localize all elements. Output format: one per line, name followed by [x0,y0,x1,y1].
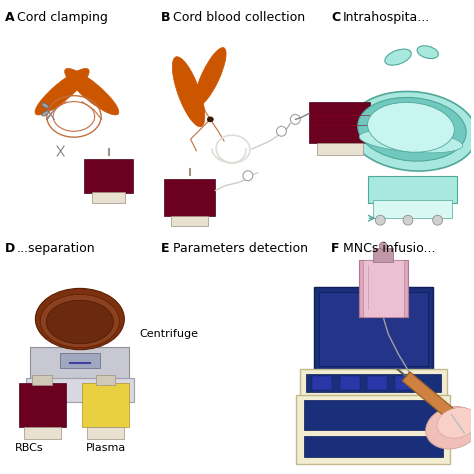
Ellipse shape [385,49,411,65]
Text: Plasma: Plasma [86,443,126,453]
Ellipse shape [437,408,474,438]
Text: RBCs: RBCs [15,443,43,453]
Ellipse shape [359,129,463,153]
Text: Parameters detection: Parameters detection [173,242,308,255]
Bar [84,159,133,192]
Bar [317,143,363,155]
Bar [358,260,408,317]
Bar [304,436,443,457]
Bar [312,376,332,390]
Circle shape [243,171,253,181]
Text: F: F [331,242,339,255]
Ellipse shape [358,98,466,161]
Bar [314,287,433,372]
Bar [87,427,124,438]
Text: ...separation: ...separation [17,242,95,255]
Bar [368,176,457,203]
Text: E: E [161,242,169,255]
Ellipse shape [46,300,113,344]
Bar [60,353,100,368]
Bar [363,260,404,317]
Text: Centrifuge: Centrifuge [139,329,198,339]
Ellipse shape [349,91,474,171]
Bar [164,179,215,216]
Circle shape [291,114,300,124]
Text: A: A [5,11,14,24]
Ellipse shape [172,57,205,127]
Text: Intrahospita...: Intrahospita... [343,11,430,24]
Bar [92,191,125,203]
Ellipse shape [36,288,124,350]
Circle shape [375,215,385,225]
Bar [309,101,370,143]
Text: D: D [5,242,15,255]
Bar [374,248,393,262]
Ellipse shape [42,103,49,108]
Bar [304,400,443,430]
Bar [340,376,360,390]
Ellipse shape [64,68,119,115]
Circle shape [276,126,286,136]
Ellipse shape [194,47,226,106]
Bar [319,292,428,366]
Bar [30,346,129,382]
Bar [296,395,450,465]
Ellipse shape [40,294,119,348]
Bar [395,376,415,390]
Bar [24,427,61,438]
Ellipse shape [417,46,438,59]
Text: Cord blood collection: Cord blood collection [173,11,305,24]
Ellipse shape [207,117,213,122]
Ellipse shape [426,407,474,449]
Text: Cord clamping: Cord clamping [17,11,108,24]
Text: C: C [331,11,340,24]
Bar [82,383,129,427]
Bar [96,375,116,385]
Text: MNCs infusio...: MNCs infusio... [343,242,435,255]
Circle shape [379,242,387,250]
Ellipse shape [35,68,89,115]
Bar [374,201,453,218]
Bar [306,374,441,392]
Bar [18,383,66,427]
Ellipse shape [367,102,454,152]
Bar [171,216,209,226]
Bar [32,375,52,385]
Bar [26,378,134,402]
Circle shape [403,215,413,225]
Ellipse shape [42,111,49,116]
Text: B: B [161,11,170,24]
Bar [367,376,387,390]
Bar [300,369,447,397]
Circle shape [433,215,443,225]
Polygon shape [402,372,455,419]
